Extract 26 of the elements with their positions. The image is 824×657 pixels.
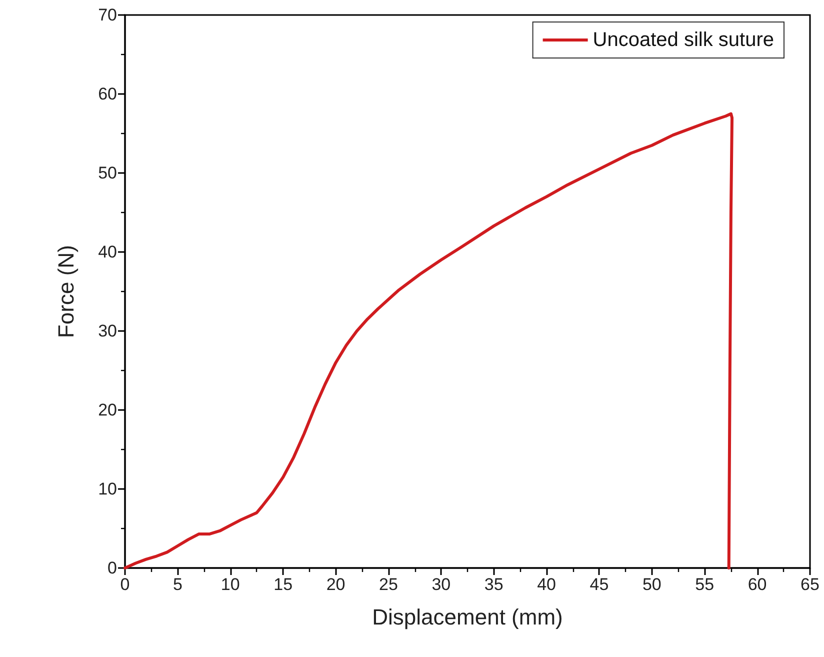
x-tick-label: 35 (484, 575, 504, 594)
x-tick-label: 10 (220, 575, 240, 594)
y-tick-label: 10 (98, 480, 117, 498)
x-tick-label: 15 (274, 575, 293, 594)
x-tick-label: 25 (379, 575, 398, 594)
x-tick-label: 60 (748, 575, 767, 594)
x-tick-label: 20 (326, 575, 346, 594)
x-axis-title: Displacement (mm) (372, 604, 563, 630)
y-tick-label: 30 (98, 322, 117, 340)
y-tick-label: 60 (98, 84, 117, 104)
x-tick-label: 0 (120, 575, 130, 594)
line-series (124, 112, 734, 570)
x-tick-label: 50 (642, 575, 662, 594)
legend-label: Uncoated silk suture (592, 29, 774, 51)
y-tick-label: 0 (108, 558, 117, 578)
x-tick-label: 65 (800, 575, 820, 594)
x-tick-label: 30 (432, 575, 451, 594)
x-tick-label: 55 (695, 575, 714, 594)
y-tick-label: 70 (98, 6, 117, 24)
y-tick-label: 40 (98, 242, 117, 262)
x-tick-label: 45 (590, 575, 609, 594)
y-axis-title: Force (N) (54, 245, 78, 338)
x-tick-label: 5 (172, 575, 182, 594)
y-tick-label: 50 (98, 164, 117, 182)
y-tick-label: 20 (98, 400, 117, 420)
x-tick-label: 40 (537, 575, 556, 594)
